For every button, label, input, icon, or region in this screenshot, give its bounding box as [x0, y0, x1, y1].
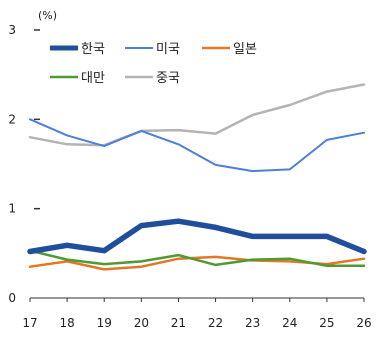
unit-label: (%) — [38, 9, 57, 22]
series-line-4 — [28, 249, 366, 268]
x-tick-label: 20 — [134, 316, 149, 330]
x-tick-label: 23 — [245, 316, 260, 330]
series-layer — [27, 83, 367, 271]
legend-label: 미국 — [156, 42, 180, 57]
x-tick-label: 25 — [319, 316, 334, 330]
x-tick-label: 21 — [171, 316, 186, 330]
y-tick-label: 2 — [8, 112, 16, 126]
series-line-2 — [29, 118, 365, 173]
x-tick-label: 24 — [282, 316, 297, 330]
y-tick-label: 3 — [8, 23, 16, 37]
legend-label: 중국 — [156, 71, 180, 86]
y-tick-label: 0 — [8, 291, 16, 305]
series-line-1 — [27, 218, 367, 255]
legend-label: 대만 — [81, 71, 105, 86]
y-tick-label: 1 — [8, 202, 16, 216]
legend-label: 일본 — [233, 42, 257, 57]
legend-label: 한국 — [81, 42, 105, 57]
x-tick-label: 18 — [59, 316, 74, 330]
x-tick-label: 17 — [22, 316, 37, 330]
x-tick-label: 22 — [208, 316, 223, 330]
x-tick-label: 26 — [356, 316, 371, 330]
x-tick-label: 19 — [97, 316, 112, 330]
series-line-5 — [28, 83, 366, 147]
